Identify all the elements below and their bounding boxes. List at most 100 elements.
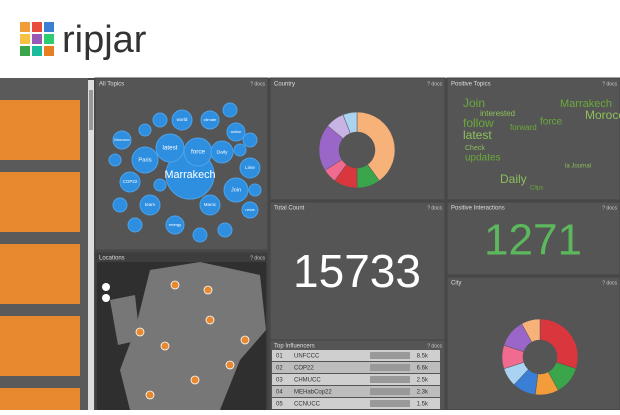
topic-bubble[interactable] — [226, 122, 246, 142]
influencer-name: CHMUCC — [294, 378, 321, 384]
docs-link[interactable]: ? docs — [602, 205, 617, 211]
value-bar — [370, 388, 410, 395]
total-count: 15733 — [293, 245, 421, 297]
topic-bubble[interactable] — [239, 157, 261, 179]
panel-title: Locations — [99, 256, 125, 262]
topic-word: updates — [465, 153, 501, 164]
table-row[interactable] — [272, 398, 440, 409]
topic-word: force — [540, 117, 563, 128]
docs-link[interactable]: ? docs — [427, 81, 442, 87]
docs-link[interactable]: ? docs — [602, 280, 617, 286]
topic-bubble — [152, 112, 168, 128]
influencer-count: 2.3k — [417, 390, 429, 396]
rank: 03 — [276, 378, 283, 384]
panel — [446, 201, 620, 276]
topic-word: la Journal — [565, 164, 591, 170]
topic-label: news — [245, 207, 254, 212]
table-row[interactable] — [272, 374, 440, 385]
zoom-in[interactable] — [102, 283, 110, 291]
topic-bubble — [112, 197, 128, 213]
influencer-name: MEHabCop22 — [294, 390, 332, 396]
topic-bubble[interactable] — [155, 133, 185, 163]
panel — [446, 77, 620, 201]
scrollbar[interactable] — [88, 80, 94, 410]
topic-word: follow — [463, 116, 494, 130]
topic-bubble[interactable] — [119, 171, 141, 193]
docs-link[interactable]: ? docs — [250, 81, 265, 87]
topic-bubble[interactable] — [139, 194, 161, 216]
topic-label: Marrakech — [164, 169, 215, 181]
alert-card[interactable] — [0, 388, 80, 410]
topic-word: Check — [465, 145, 485, 152]
panel-title: Positive Topics — [451, 82, 491, 88]
influencer-name: COP22 — [294, 366, 314, 372]
influencer-count: 6.6k — [417, 366, 429, 372]
map-marker — [205, 315, 215, 325]
topic-word: latest — [463, 128, 492, 142]
docs-link[interactable]: ? docs — [427, 343, 442, 349]
scroll-thumb[interactable] — [89, 90, 93, 130]
topic-label: Paris — [138, 158, 151, 164]
topic-label: latest — [162, 145, 177, 152]
alert-card[interactable] — [0, 100, 80, 160]
donut-segment — [342, 111, 358, 134]
map-land — [120, 262, 266, 410]
map-marker — [225, 360, 235, 370]
topic-label: Morocco — [114, 137, 130, 142]
topic-label: Join — [231, 187, 241, 193]
topic-label: Maroc — [204, 202, 217, 207]
topic-bubble[interactable] — [171, 109, 193, 131]
rank: 02 — [276, 366, 283, 372]
topic-label: team — [145, 202, 155, 207]
panel-title: Country — [274, 82, 295, 88]
alert-card[interactable] — [0, 244, 80, 304]
topic-bubble[interactable] — [199, 194, 221, 216]
topic-bubble — [192, 227, 208, 243]
topic-bubble[interactable] — [241, 201, 259, 219]
topic-word: interested — [480, 109, 515, 118]
topic-bubble — [248, 183, 262, 197]
topic-word: forward — [510, 123, 537, 132]
zoom-out[interactable] — [102, 294, 110, 302]
alert-card[interactable] — [0, 172, 80, 232]
topic-bubble — [108, 153, 122, 167]
panel-title: Positive Interactions — [451, 206, 505, 212]
map-marker — [170, 280, 180, 290]
rank: 01 — [276, 354, 283, 360]
docs-link[interactable]: ? docs — [427, 205, 442, 211]
positive-interactions: 1271 — [484, 216, 582, 265]
topic-word: Morocco — [585, 108, 620, 122]
influencer-count: 1.5k — [417, 402, 429, 408]
topic-label: COP22 — [123, 179, 138, 184]
docs-link[interactable]: ? docs — [250, 255, 265, 261]
topic-bubble[interactable] — [200, 110, 220, 130]
topic-bubble — [242, 132, 258, 148]
alert-card[interactable] — [0, 316, 80, 376]
topic-word: Marrakech — [560, 98, 612, 110]
topic-bubble[interactable] — [112, 130, 132, 150]
topic-bubble — [153, 178, 167, 192]
table-row[interactable] — [272, 362, 440, 373]
topic-bubble — [127, 217, 143, 233]
map-marker — [160, 341, 170, 351]
topic-bubble[interactable] — [165, 215, 185, 235]
topic-label: energy — [169, 222, 182, 227]
table-row[interactable] — [272, 386, 440, 397]
docs-link[interactable]: ? docs — [602, 81, 617, 87]
panel — [269, 201, 446, 341]
table-row[interactable] — [272, 350, 440, 361]
topic-word: Clips — [530, 186, 543, 192]
topic-bubble — [138, 123, 152, 137]
donut-segment — [356, 111, 396, 182]
topic-bubble[interactable] — [210, 140, 234, 164]
map-marker — [145, 390, 155, 400]
map-marker — [203, 285, 213, 295]
map-marker — [135, 327, 145, 337]
logo-text: ripjar — [62, 19, 147, 61]
topic-bubble[interactable] — [223, 177, 249, 203]
value-bar — [370, 400, 410, 407]
topic-bubble[interactable] — [131, 146, 159, 174]
topic-word: Join — [463, 96, 485, 110]
